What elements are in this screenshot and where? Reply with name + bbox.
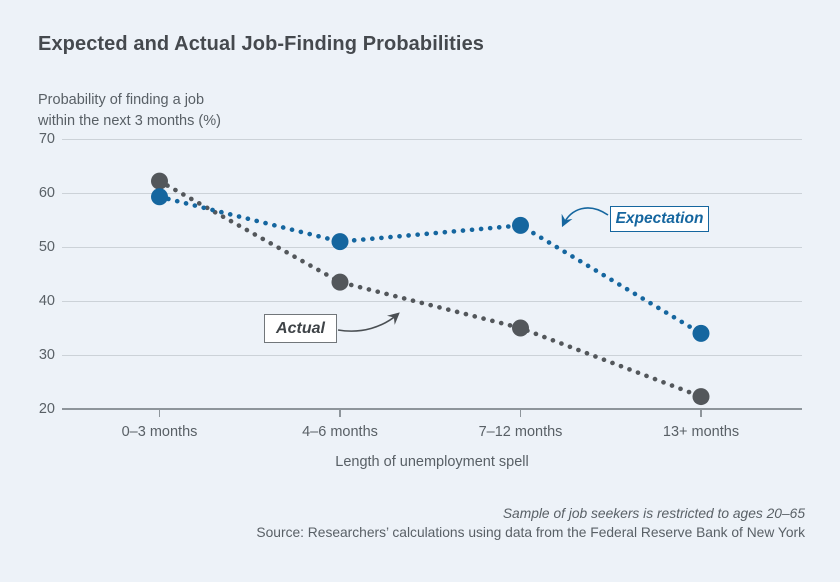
x-axis-title: Length of unemployment spell [335,454,529,470]
xtick-3 [700,409,702,417]
gridline-30 [62,354,802,356]
xcat-label-0: 0–3 months [121,424,198,440]
actual-point-3 [692,388,710,406]
xtick-0 [158,409,161,417]
x-axis-line [62,408,802,410]
expectation-point-2 [512,216,529,234]
xcat-label-2: 7–12 months [478,424,563,440]
ytick-label-30: 30 [38,347,55,363]
expectation-series-label: Expectation [610,206,709,232]
y-axis-label: Probability of finding a job within the … [38,90,221,132]
gridline-40 [62,300,802,302]
ytick-label-50: 50 [38,239,55,255]
ytick-label-60: 60 [38,185,55,201]
xcat-label-3: 13+ months [662,424,740,440]
actual-series-label-text: Actual [276,319,325,337]
xtick-2 [519,409,522,417]
gridline-70 [62,138,802,140]
expectation-point-0 [151,188,168,206]
chart-title: Expected and Actual Job-Finding Probabil… [38,33,485,55]
ytick-label-40: 40 [38,293,55,309]
expectation-callout-arrow [561,207,609,228]
expectation-point-3 [692,324,710,342]
ytick-label-70: 70 [38,131,55,147]
actual-series-label: Actual [264,314,337,343]
expectation-series-label-text: Expectation [615,210,704,227]
actual-point-2 [512,319,529,337]
source-note: Source: Researchers’ calculations using … [256,525,805,540]
y-axis-label-line1: Probability of finding a job [38,92,205,108]
gridline-50 [62,246,802,248]
actual-point-1 [331,273,349,291]
gridline-60 [62,192,802,194]
actual-point-0 [151,172,168,190]
actual-callout-arrow [337,312,400,332]
expectation-point-1 [331,233,349,251]
y-axis-label-line2: within the next 3 months (%) [38,113,221,129]
xtick-1 [339,409,341,417]
ytick-label-20: 20 [38,401,55,417]
xcat-label-1: 4–6 months [302,424,378,440]
sample-note: Sample of job seekers is restricted to a… [502,506,805,521]
